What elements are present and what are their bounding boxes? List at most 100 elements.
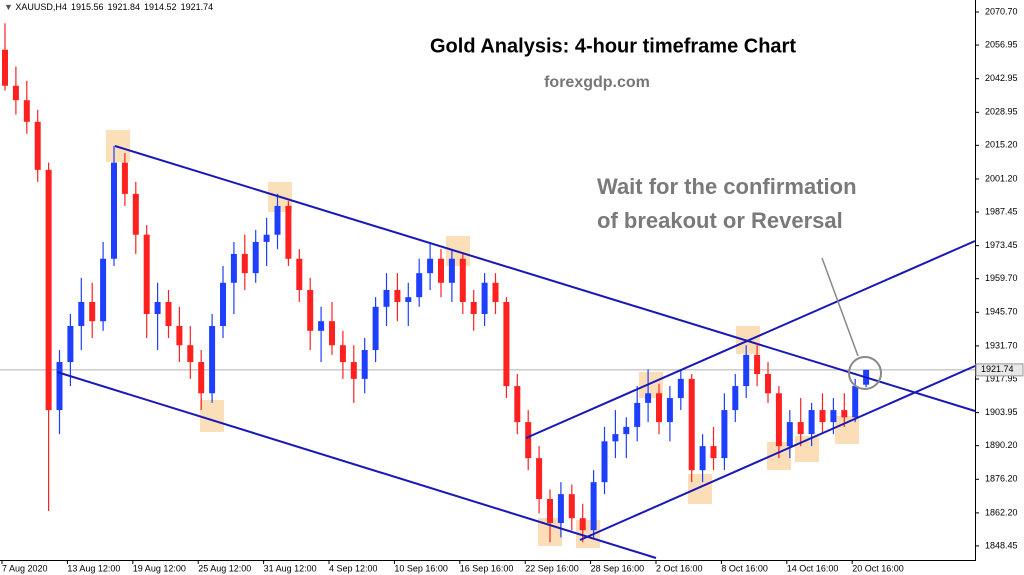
y-tick-label: 2028.95 (985, 107, 1018, 117)
candle-body (459, 258, 466, 302)
candle-body (230, 253, 237, 283)
candle-body (677, 378, 684, 399)
candle-body (568, 494, 575, 519)
candle-body (623, 426, 630, 435)
header-low: 1914.52 (144, 2, 177, 12)
candle-body (2, 49, 8, 86)
x-tick-label: 4 Sep 12:00 (329, 563, 378, 573)
candle-body (241, 253, 248, 274)
trendline (579, 365, 976, 541)
candle-body (427, 258, 434, 274)
candle-body (492, 282, 499, 302)
header-open: 1915.56 (71, 2, 104, 12)
candle-body (634, 402, 641, 427)
x-tick-label: 16 Sep 16:00 (460, 563, 514, 573)
chart-title: Gold Analysis: 4-hour timeframe Chart (430, 35, 796, 57)
symbol-header: ▼ XAUUSD,H4 1915.56 1921.84 1914.52 1921.74 (4, 2, 213, 12)
annotation-line: Wait for the confirmation (597, 174, 857, 199)
candle-body (819, 410, 826, 423)
x-tick-label: 13 Aug 12:00 (67, 563, 120, 573)
candle-body (100, 258, 107, 322)
candle-body (339, 345, 346, 363)
candle-body (34, 121, 41, 170)
candle-body (329, 321, 335, 346)
candle-body (601, 441, 608, 483)
candle-body (56, 362, 63, 411)
candle-body (78, 301, 85, 327)
y-tick-label: 2042.95 (985, 73, 1018, 83)
candle-body (514, 386, 521, 423)
y-tick-label: 1903.95 (985, 407, 1018, 417)
y-tick-label: 1848.45 (985, 540, 1018, 550)
candle-body (372, 306, 379, 351)
candle-body (754, 354, 761, 375)
candle-body (318, 321, 325, 331)
last-price-box (975, 363, 1024, 377)
x-tick-label: 31 Aug 12:00 (264, 563, 317, 573)
x-tick-label: 2 Oct 16:00 (656, 563, 703, 573)
candle-body (536, 458, 543, 499)
candle-body (263, 234, 270, 242)
candle-body (405, 297, 412, 302)
y-tick-label: 2015.20 (985, 140, 1018, 150)
candle-body (176, 326, 183, 346)
chart-subtitle: forexgdp.com (544, 74, 650, 91)
highlight-box (200, 400, 224, 432)
candle-body (67, 326, 74, 363)
x-tick-label: 25 Aug 12:00 (198, 563, 251, 573)
candle-body (23, 100, 30, 122)
y-tick-label: 1862.20 (985, 507, 1018, 517)
candle-body (579, 518, 586, 531)
x-tick-label: 10 Sep 16:00 (394, 563, 448, 573)
candle-body (743, 354, 750, 387)
candle-body (121, 162, 128, 194)
candle-body (438, 258, 444, 283)
trendline (114, 145, 976, 412)
candle-body (448, 258, 455, 283)
candle-body (732, 386, 739, 411)
candle-body (165, 301, 172, 327)
trendlines (56, 145, 976, 559)
candle-body (612, 434, 619, 442)
y-tick-label: 1917.95 (985, 373, 1018, 383)
candle-body (416, 273, 423, 298)
candle-body (198, 362, 205, 394)
header-high: 1921.84 (107, 2, 140, 12)
y-tick-label: 1876.20 (985, 474, 1018, 484)
annotation-arrow (821, 257, 859, 357)
candle-body (557, 494, 564, 524)
candle-body (710, 446, 717, 459)
last-price-label: 1921.74 (981, 364, 1014, 374)
candle-body (111, 162, 117, 259)
candle-body (285, 205, 292, 259)
candle-body (841, 410, 848, 418)
candle-body (154, 301, 161, 314)
y-tick-label: 1931.70 (985, 340, 1018, 350)
highlight-circle (848, 356, 882, 390)
candle-body (830, 410, 837, 423)
y-tick-label: 1959.70 (985, 273, 1018, 283)
candle-body (590, 482, 597, 531)
candle-body (132, 193, 139, 235)
candle-body (209, 326, 216, 394)
candle-body (699, 446, 706, 471)
candle-body (666, 398, 673, 423)
highlight-boxes (106, 130, 859, 548)
y-tick-label: 2070.70 (985, 6, 1018, 16)
candle-body (143, 234, 150, 314)
y-tick-label: 2001.20 (985, 173, 1018, 183)
candle-body (688, 378, 695, 471)
candle-body (547, 498, 553, 524)
candle-body (12, 85, 19, 101)
candle-body (296, 258, 303, 290)
candle-body (525, 422, 532, 459)
candle-body (656, 393, 662, 423)
candle-body (645, 393, 652, 403)
candle-body (252, 241, 259, 274)
candle-body (89, 301, 96, 322)
annotation-line: of breakout or Reversal (597, 208, 843, 233)
candle-body (187, 345, 194, 363)
candle-body (350, 362, 357, 379)
y-tick-label: 1973.45 (985, 240, 1018, 250)
